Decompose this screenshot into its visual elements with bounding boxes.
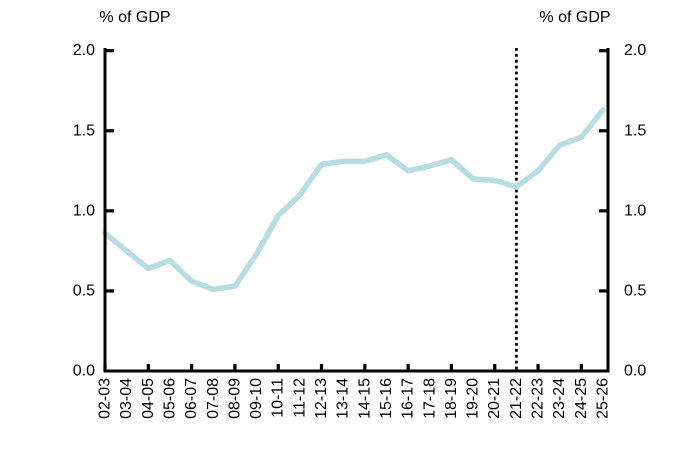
x-tick-label: 11-12 — [291, 378, 308, 418]
y-tick-label-left: 0.5 — [73, 282, 95, 299]
x-tick-label: 13-14 — [335, 378, 352, 419]
x-tick-label: 02-03 — [97, 378, 114, 419]
y-tick-label-left: 1.0 — [73, 202, 95, 219]
x-tick-label: 18-19 — [443, 378, 460, 419]
x-tick-label: 17-18 — [421, 378, 438, 419]
x-tick-label: 04-05 — [140, 378, 157, 419]
x-tick-label: 25-26 — [595, 378, 612, 419]
x-tick-label: 10-11 — [270, 378, 287, 418]
x-tick-label: 03-04 — [118, 378, 135, 419]
x-tick-label: 21-22 — [508, 378, 525, 419]
x-tick-label: 15-16 — [378, 378, 395, 419]
y-tick-label-left: 1.5 — [73, 122, 95, 139]
y-tick-label-left: 0.0 — [73, 363, 95, 380]
x-tick-label: 14-15 — [356, 378, 373, 419]
x-tick-label: 19-20 — [465, 378, 482, 419]
x-tick-label: 20-21 — [486, 378, 503, 419]
y-tick-label-right: 1.5 — [624, 122, 646, 139]
x-tick-label: 16-17 — [400, 378, 417, 419]
y-tick-label-right: 0.5 — [624, 282, 646, 299]
x-tick-label: 22-23 — [530, 378, 547, 419]
x-tick-label: 12-13 — [313, 378, 330, 419]
x-tick-label: 08-09 — [226, 378, 243, 419]
y-tick-label-left: 2.0 — [73, 42, 95, 59]
right-axis-title: % of GDP — [539, 9, 611, 26]
axes-frame — [103, 48, 610, 373]
y-tick-label-right: 0.0 — [624, 363, 646, 380]
x-tick-label: 09-10 — [248, 378, 265, 419]
x-tick-label: 23-24 — [551, 378, 568, 419]
gdp-line-series — [102, 107, 606, 293]
y-tick-label-right: 2.0 — [624, 42, 646, 59]
x-tick-label: 24-25 — [573, 378, 590, 419]
x-tick-label: 07-08 — [205, 378, 222, 419]
x-tick-label: 06-07 — [183, 378, 200, 419]
x-tick-label: 05-06 — [161, 378, 178, 419]
left-axis-title: % of GDP — [99, 9, 171, 26]
y-tick-label-right: 1.0 — [624, 202, 646, 219]
